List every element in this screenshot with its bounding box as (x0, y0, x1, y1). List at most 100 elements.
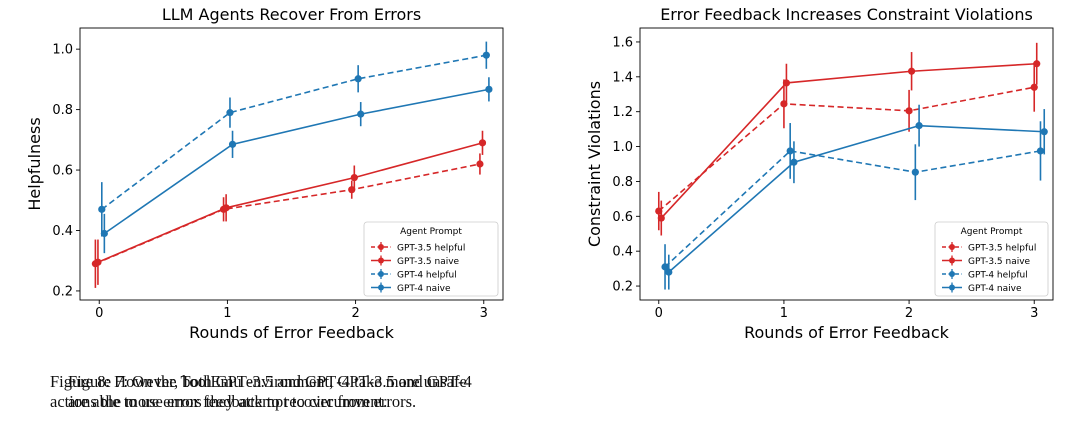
data-point (228, 140, 237, 148)
data-point (786, 147, 794, 155)
data-point (1036, 147, 1045, 155)
data-point (782, 79, 791, 87)
data-point (478, 139, 487, 147)
y-tick-label: 0.2 (52, 284, 73, 299)
legend-entry: GPT-4 naive (942, 282, 1022, 294)
data-point (790, 158, 798, 166)
legend-marker (949, 284, 955, 291)
legend-title: Agent Prompt (961, 227, 1023, 237)
data-point (476, 160, 484, 168)
y-tick-label: 0.8 (52, 103, 73, 118)
legend-entry: GPT-3.5 helpful (371, 242, 465, 254)
x-tick-label: 3 (480, 306, 488, 321)
data-point (657, 214, 665, 222)
y-tick-label: 1.0 (52, 43, 73, 58)
series-line (660, 62, 1037, 219)
x-tick-label: 3 (1030, 306, 1038, 321)
y-tick-label: 1.0 (612, 140, 633, 155)
legend-title: Agent Prompt (400, 227, 462, 237)
legend-entry: GPT-4 naive (371, 282, 451, 294)
series-line (658, 86, 1035, 212)
x-tick-label: 0 (95, 306, 103, 321)
legend-entry: GPT-4 helpful (371, 269, 457, 281)
chart-title: LLM Agents Recover From Errors (162, 5, 421, 24)
series-gpt-3-5-helpful (655, 62, 1038, 231)
data-point (915, 122, 923, 130)
legend-entry: GPT-3.5 naive (371, 255, 460, 267)
legend-box (363, 221, 499, 297)
legend-marker (378, 271, 384, 277)
figure-8-caption: Figure 8: However, both GPT-3.5 and GPT-… (50, 372, 467, 411)
series-gpt-3-5-naive (94, 130, 487, 285)
y-tick-label: 0.4 (612, 245, 633, 260)
data-point (357, 110, 365, 118)
legend-entry: GPT-3.5 naive (942, 255, 1031, 267)
data-point (350, 174, 358, 182)
figure-7-caption: Figure 7: On the ToolEmu environment, GP… (68, 372, 472, 411)
caption-label: Figure 8: (50, 372, 111, 391)
legend: Agent Prompt GPT-3.5 helpful GPT-3.5 naive… (934, 221, 1049, 297)
legend-label: GPT-4 helpful (968, 271, 1028, 281)
x-tick-label: 0 (655, 306, 663, 321)
data-point (226, 109, 234, 117)
data-point (98, 205, 106, 213)
legend-label: GPT-3.5 naive (968, 257, 1031, 267)
plot-frame (639, 27, 1054, 301)
y-tick-label: 1.4 (612, 70, 633, 85)
constraint-violations-chart: Error Feedback Increases Constraint Viol… (585, 5, 1054, 342)
data-point (482, 51, 490, 59)
series-line (664, 150, 1041, 268)
x-axis-label: Rounds of Error Feedback (744, 323, 950, 342)
legend-label: GPT-4 naive (968, 284, 1022, 294)
data-point (1030, 83, 1038, 91)
legend-marker (949, 257, 955, 264)
series-line (103, 88, 490, 235)
x-axis-label: Rounds of Error Feedback (189, 323, 395, 342)
series-line (668, 124, 1045, 273)
series-gpt-4-helpful (98, 41, 490, 237)
legend-marker (378, 244, 384, 250)
data-point (94, 258, 102, 266)
x-tick-label: 2 (905, 306, 913, 321)
legend-box (934, 221, 1049, 297)
series-line (97, 142, 483, 263)
x-tick-label: 1 (780, 306, 788, 321)
series-gpt-4-helpful (661, 121, 1045, 290)
y-tick-label: 0.6 (52, 164, 73, 179)
legend-label: GPT-4 helpful (397, 271, 457, 281)
data-point (222, 204, 230, 212)
legend-entry: GPT-4 helpful (942, 269, 1028, 281)
y-tick-label: 1.6 (612, 35, 633, 50)
x-tick-label: 1 (223, 306, 231, 321)
y-tick-label: 0.2 (612, 280, 633, 295)
y-axis-label: Constraint Violations (585, 81, 604, 247)
caption-label: Figure 7: (68, 372, 129, 391)
series-gpt-4-naive (100, 77, 493, 254)
data-point (661, 263, 669, 271)
data-point (1040, 128, 1048, 136)
series-gpt-3-5-naive (657, 42, 1041, 236)
helpfulness-chart: LLM Agents Recover From Errors 0 1 2 3 0.2 0.4… (25, 5, 504, 342)
legend-label: GPT-3.5 helpful (397, 244, 465, 254)
y-axis-label: Helpfulness (25, 117, 44, 210)
chart-panel-constraint-violations: Error Feedback Increases Constraint Viol… (540, 0, 1080, 435)
y-tick-label: 0.8 (612, 175, 633, 190)
y-tick-label: 0.6 (612, 210, 633, 225)
legend-marker (949, 271, 955, 277)
x-tick-label: 2 (351, 306, 359, 321)
data-point (907, 67, 916, 75)
legend-label: GPT-4 naive (397, 284, 451, 294)
plot-frame (79, 27, 504, 301)
data-point (354, 75, 362, 83)
legend-entry: GPT-3.5 helpful (942, 242, 1036, 254)
data-point (485, 85, 493, 93)
legend-label: GPT-3.5 naive (397, 257, 460, 267)
legend-label: GPT-3.5 helpful (968, 244, 1036, 254)
data-point (100, 229, 108, 238)
legend-marker (949, 244, 955, 250)
legend: Agent Prompt GPT-3.5 helpful GPT-3.5 naive… (363, 221, 499, 297)
legend-marker (378, 284, 384, 291)
data-point (665, 268, 673, 276)
data-point (1033, 60, 1041, 68)
series-gpt-4-naive (665, 104, 1048, 290)
